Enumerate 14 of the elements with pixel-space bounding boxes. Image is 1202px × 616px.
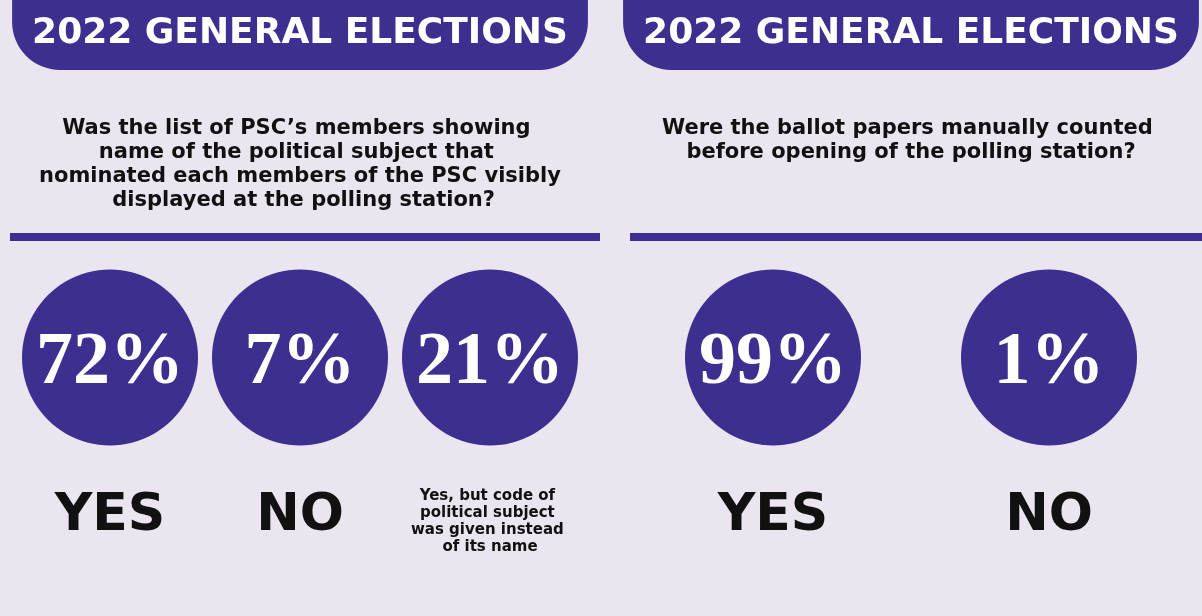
data-label: 7% xyxy=(244,316,356,399)
category-label: YES xyxy=(716,482,829,542)
data-label: 21% xyxy=(416,316,564,399)
text: 2022 GENERAL ELECTIONS xyxy=(643,9,1179,51)
text: Was the list of PSC’s members showing name of the political subject that nominated each members of the PSC visibly displayed at the polling station? xyxy=(39,115,562,211)
text: 2022 GENERAL ELECTIONS xyxy=(32,9,568,51)
text: Were the ballot papers manually counted before opening of the polling station? xyxy=(661,115,1161,163)
category-label: NO xyxy=(256,482,344,542)
category-label: NO xyxy=(1005,482,1093,542)
data-label: 1% xyxy=(993,316,1105,399)
category-label: YES xyxy=(53,482,166,542)
data-label: 72% xyxy=(36,316,184,399)
category-label: Yes, but code of political subject was given instead of its name xyxy=(410,485,570,555)
data-label: 99% xyxy=(699,316,847,399)
